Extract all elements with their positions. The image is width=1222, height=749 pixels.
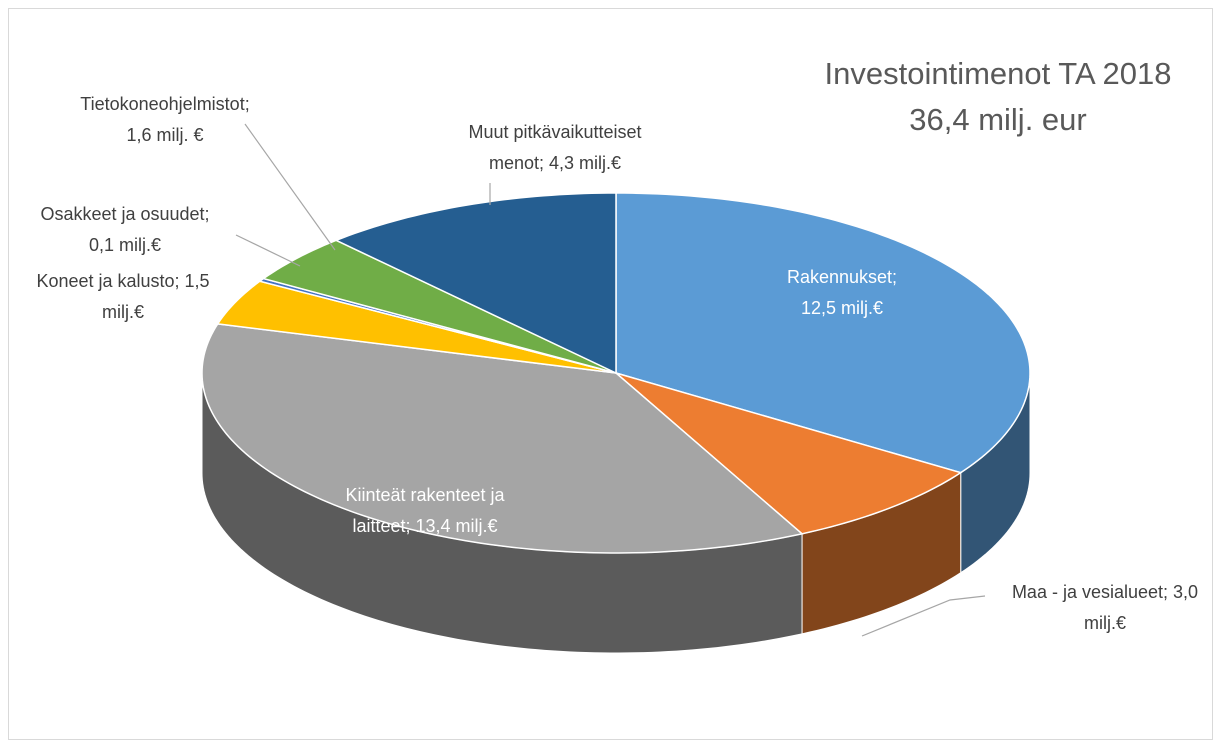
data-label: laitteet; 13,4 milj.€: [352, 516, 497, 536]
leader-line: [244, 123, 336, 251]
slice: [615, 372, 963, 535]
data-label: menot; 4,3 milj.€: [489, 153, 621, 173]
data-label: Rakennukset;: [787, 267, 897, 287]
slice: [201, 323, 804, 554]
data-label: 1,6 milj. €: [126, 125, 203, 145]
data-label: Osakkeet ja osuudet;: [40, 204, 209, 224]
data-label: Tietokoneohjelmistot;: [80, 94, 249, 114]
data-label: milj.€: [1084, 613, 1126, 633]
data-label: 0,1 milj.€: [89, 235, 161, 255]
data-label: Koneet ja kalusto; 1,5: [36, 271, 209, 291]
slice: [216, 280, 617, 374]
data-label: Kiinteät rakenteet ja: [345, 485, 505, 505]
data-label: Muut pitkävaikutteiset: [468, 122, 641, 142]
chart-title: 36,4 milj. eur: [909, 102, 1086, 137]
data-label: Maa - ja vesialueet; 3,0: [1012, 582, 1198, 602]
leader-line: [235, 234, 301, 267]
chart-title: Investointimenot TA 2018: [825, 56, 1172, 91]
leader-line: [861, 595, 986, 637]
slice: [334, 192, 617, 375]
slice: [261, 239, 617, 374]
data-label: milj.€: [102, 302, 144, 322]
data-label: 12,5 milj.€: [801, 298, 883, 318]
